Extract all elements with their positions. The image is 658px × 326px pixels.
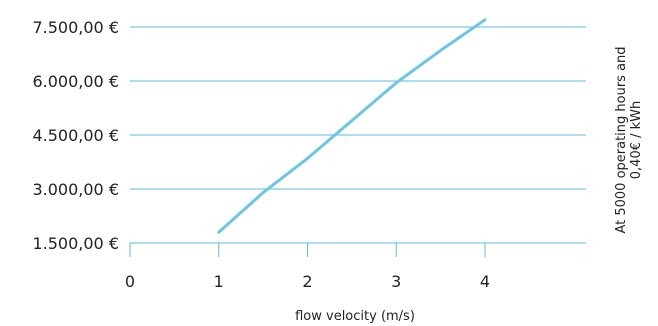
x-axis-title: flow velocity (m/s) bbox=[295, 309, 415, 324]
x-tick-label: 3 bbox=[391, 272, 401, 291]
y-axis-ticks: 1.500,00 € 3.000,00 € 4.500,00 € 6.000,00 €… bbox=[32, 18, 119, 253]
annotation-note: At 5000 operating hours and 0,40€ / kWh bbox=[614, 46, 644, 233]
y-tick-label: 1.500,00 € bbox=[32, 234, 119, 253]
annotation-line-1: At 5000 operating hours and bbox=[614, 46, 629, 233]
grid-lines bbox=[130, 26, 586, 190]
x-tick-label: 2 bbox=[302, 272, 312, 291]
y-tick-label: 3.000,00 € bbox=[32, 180, 119, 199]
x-axis-ticks: 0 1 2 3 4 bbox=[125, 243, 490, 291]
y-tick-label: 6.000,00 € bbox=[32, 72, 119, 91]
series-line bbox=[217, 18, 487, 234]
y-tick-label: 7.500,00 € bbox=[32, 18, 119, 37]
x-tick-label: 1 bbox=[214, 272, 224, 291]
x-tick-label: 0 bbox=[125, 272, 135, 291]
y-tick-label: 4.500,00 € bbox=[32, 126, 119, 145]
x-tick-label: 4 bbox=[480, 272, 490, 291]
annotation-line-2: 0,40€ / kWh bbox=[629, 101, 644, 179]
